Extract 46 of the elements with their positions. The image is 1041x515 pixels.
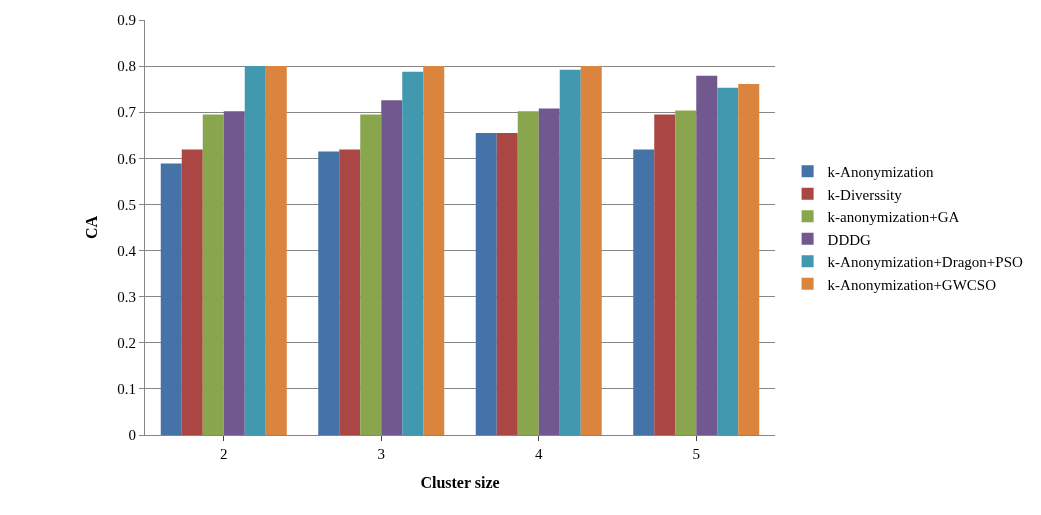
legend-label: k-Diverssity bbox=[827, 186, 903, 203]
y-tick-label: 0.3 bbox=[117, 288, 136, 305]
y-tick-label: 0.9 bbox=[117, 12, 136, 29]
bar bbox=[517, 111, 539, 435]
y-axis-title: CA bbox=[83, 215, 101, 240]
bar bbox=[202, 114, 224, 435]
y-tick-label: 0.8 bbox=[117, 58, 136, 75]
bar bbox=[496, 132, 518, 435]
bar bbox=[360, 114, 382, 435]
bar bbox=[160, 163, 182, 435]
bar bbox=[265, 66, 287, 435]
bar bbox=[559, 69, 581, 435]
y-tick-label: 0.6 bbox=[117, 150, 137, 167]
legend-label: k-anonymization+GA bbox=[827, 209, 960, 226]
legend-label: k-Anonymization+Dragon+PSO bbox=[827, 254, 1023, 271]
bar bbox=[339, 149, 361, 435]
x-tick-label: 3 bbox=[377, 446, 385, 462]
y-tick-label: 0.2 bbox=[117, 335, 136, 352]
bar bbox=[633, 149, 655, 435]
bar bbox=[244, 66, 266, 435]
y-tick-label: 0.7 bbox=[117, 104, 137, 121]
x-tick-label: 4 bbox=[535, 446, 543, 462]
y-tick-label: 0 bbox=[128, 427, 136, 444]
bar bbox=[738, 84, 760, 435]
legend-label: k-Anonymization bbox=[827, 164, 934, 181]
bar bbox=[696, 75, 718, 435]
y-tick-label: 0.4 bbox=[117, 242, 137, 259]
bar bbox=[381, 100, 403, 435]
bar bbox=[223, 111, 245, 435]
x-axis-title: Cluster size bbox=[420, 473, 500, 491]
y-tick-label: 0.5 bbox=[117, 196, 136, 213]
y-tick-label: 0.1 bbox=[117, 381, 136, 398]
bar bbox=[475, 132, 497, 435]
bar bbox=[402, 71, 424, 435]
legend-label: k-Anonymization+GWCSO bbox=[827, 276, 997, 293]
bar bbox=[675, 110, 697, 435]
x-tick-label: 5 bbox=[692, 446, 700, 462]
legend-label: DDDG bbox=[827, 231, 872, 248]
bar bbox=[423, 66, 445, 435]
bar bbox=[538, 108, 560, 435]
bar bbox=[717, 87, 739, 435]
bar bbox=[654, 114, 676, 435]
bar bbox=[318, 151, 340, 435]
x-tick-label: 2 bbox=[220, 446, 228, 462]
bar bbox=[181, 149, 203, 435]
bar bbox=[580, 66, 602, 435]
